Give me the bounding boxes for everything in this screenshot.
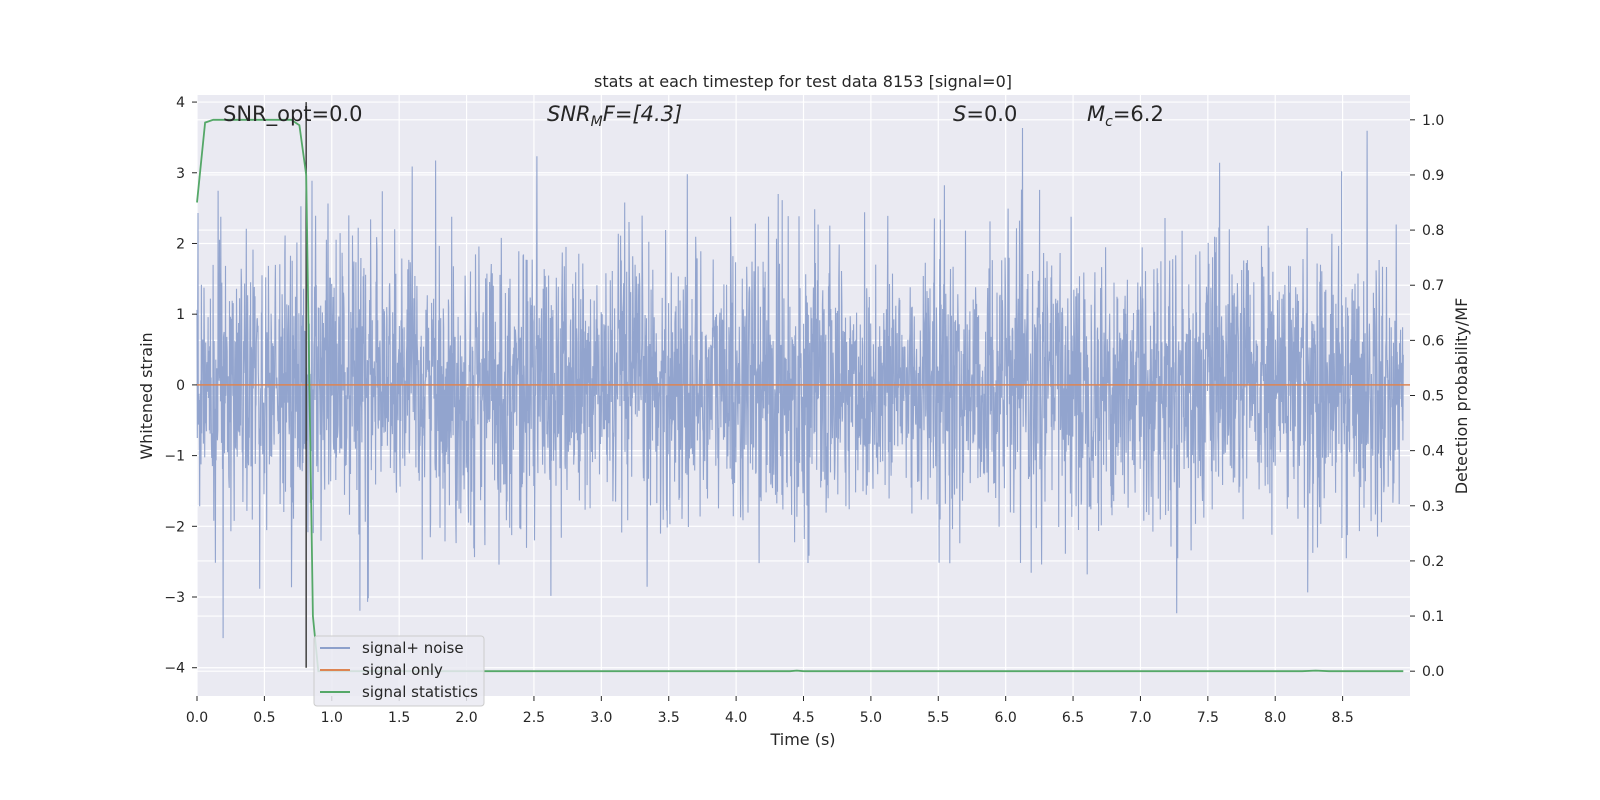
y2-tick-label: 0.0 — [1422, 664, 1444, 680]
y2-tick-label: 0.6 — [1422, 333, 1444, 349]
annotation-snr-mf-sub: M — [591, 114, 603, 130]
y-axis-right: 1.0 0.9 0.8 0.7 0.6 0.5 0.4 0.3 0.2 0.1 0.0 — [1410, 113, 1444, 680]
annotation-snr-mf: SNRMF=[4.3] — [547, 102, 682, 130]
plot-area — [196, 95, 1410, 696]
x-tick-label: 4.0 — [725, 710, 747, 726]
legend-label-noise: signal+ noise — [362, 639, 464, 657]
annotation-mc-var: M — [1087, 102, 1105, 126]
y-tick-label: −3 — [164, 590, 185, 606]
y2-tick-label: 0.1 — [1422, 609, 1444, 625]
annotation-mc-rest: =6.2 — [1113, 102, 1164, 126]
legend: signal+ noise signal only signal statist… — [313, 635, 485, 707]
y2-axis-label: Detection probability/MF — [1452, 298, 1471, 495]
x-tick-label: 7.5 — [1197, 710, 1219, 726]
x-axis: 0.0 0.5 1.0 1.5 2.0 2.5 3.0 3.5 4.0 4.5 5.0 5.5 6.0 6… — [186, 696, 1354, 726]
y2-tick-label: 0.8 — [1422, 223, 1444, 239]
legend-label-signal: signal only — [362, 661, 443, 679]
x-tick-label: 0.5 — [253, 710, 275, 726]
legend-label-stats: signal statistics — [362, 683, 478, 701]
annotation-s-stat: S=0.0 — [953, 102, 1017, 126]
annotation-snr-mf-main: SNR — [547, 102, 591, 126]
x-tick-label: 5.5 — [927, 710, 949, 726]
y-tick-label: −1 — [164, 449, 185, 465]
y-tick-label: 1 — [176, 307, 185, 323]
x-tick-label: 6.0 — [995, 710, 1017, 726]
y2-tick-label: 1.0 — [1422, 113, 1444, 129]
y-tick-label: −2 — [164, 519, 185, 535]
annotation-snr-mf-rest: F=[4.3] — [603, 102, 682, 126]
x-tick-label: 8.5 — [1331, 710, 1353, 726]
series-signal-noise-line — [196, 127, 1404, 639]
y2-tick-label: 0.4 — [1422, 444, 1444, 460]
y-tick-label: 2 — [176, 236, 185, 252]
y-tick-label: 0 — [176, 378, 185, 394]
x-tick-label: 3.5 — [658, 710, 680, 726]
x-tick-label: 4.5 — [792, 710, 814, 726]
x-tick-label: 2.5 — [523, 710, 545, 726]
y2-tick-label: 0.7 — [1422, 278, 1444, 294]
x-tick-label: 1.0 — [321, 710, 343, 726]
annotations: SNR_opt=0.0 SNRMF=[4.3] S=0.0 Mc=6.2 — [223, 102, 1164, 130]
y2-tick-label: 0.3 — [1422, 499, 1444, 515]
y-tick-label: 3 — [176, 166, 185, 182]
x-tick-label: 6.5 — [1062, 710, 1084, 726]
x-tick-label: 3.0 — [590, 710, 612, 726]
y-tick-label: −4 — [164, 661, 185, 677]
y2-tick-label: 0.9 — [1422, 168, 1444, 184]
y-tick-label: 4 — [176, 95, 185, 111]
x-tick-label: 7.0 — [1129, 710, 1151, 726]
x-tick-label: 1.5 — [388, 710, 410, 726]
x-tick-label: 8.0 — [1264, 710, 1286, 726]
annotation-chirp-mass: Mc=6.2 — [1087, 102, 1164, 130]
x-tick-label: 0.0 — [186, 710, 208, 726]
y-axis-left: 4 3 2 1 0 −1 −2 −3 −4 — [164, 95, 197, 677]
x-axis-label: Time (s) — [769, 730, 835, 749]
x-tick-label: 2.0 — [455, 710, 477, 726]
annotation-s-rest: =0.0 — [966, 102, 1017, 126]
annotation-s-var: S — [953, 102, 966, 126]
annotation-snr-opt: SNR_opt=0.0 — [223, 102, 363, 127]
y-axis-label: Whitened strain — [137, 332, 156, 459]
y2-tick-label: 0.2 — [1422, 554, 1444, 570]
y2-tick-label: 0.5 — [1422, 389, 1444, 405]
annotation-mc-sub: c — [1105, 114, 1113, 130]
x-tick-label: 5.0 — [860, 710, 882, 726]
legend-box — [313, 635, 485, 707]
chart-title: stats at each timestep for test data 815… — [594, 72, 1012, 91]
